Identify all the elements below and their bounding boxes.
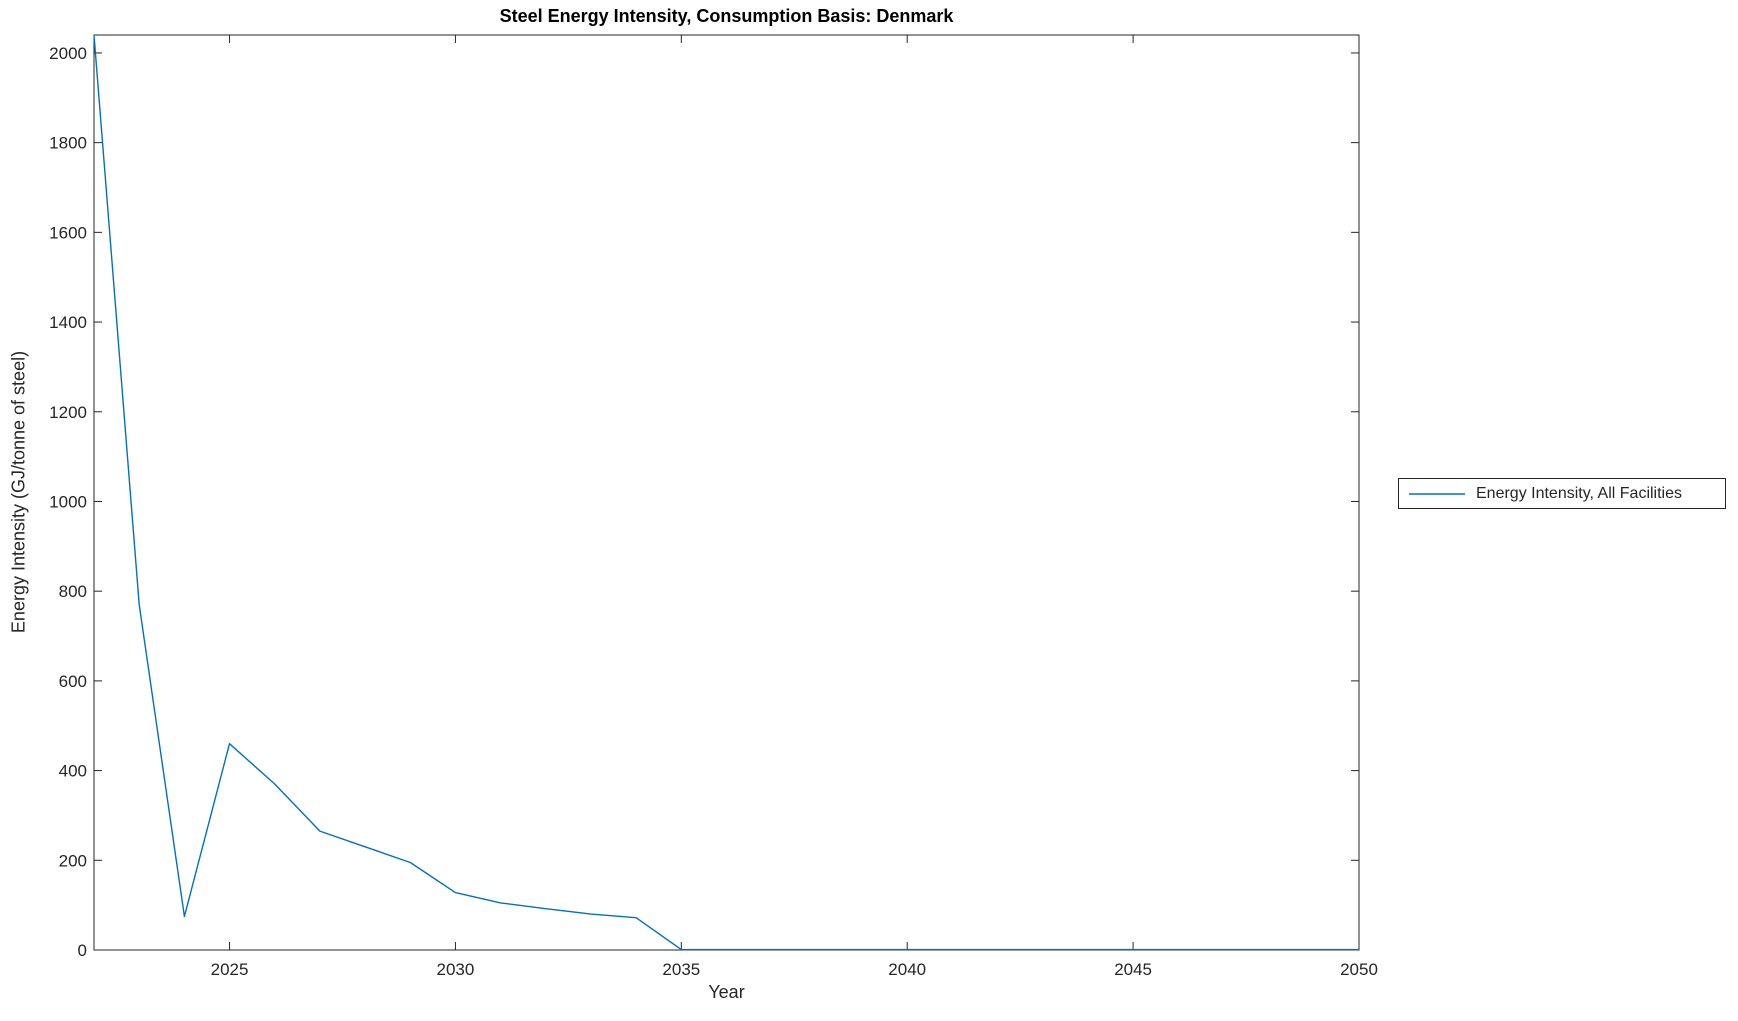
x-axis-label: Year	[708, 982, 745, 1002]
y-tick-label: 1800	[49, 134, 87, 153]
y-tick-label: 200	[59, 851, 87, 870]
y-tick-label: 2000	[49, 44, 87, 63]
x-tick-label: 2045	[1114, 960, 1152, 979]
x-tick-label: 2025	[211, 960, 249, 979]
y-tick-label: 1000	[49, 492, 87, 511]
chart-title: Steel Energy Intensity, Consumption Basi…	[499, 6, 954, 26]
x-tick-label: 2035	[662, 960, 700, 979]
y-tick-label: 800	[59, 582, 87, 601]
legend-line-sample-icon	[1409, 492, 1465, 495]
y-tick-label: 1400	[49, 313, 87, 332]
data-line	[93, 34, 1359, 951]
x-tick-label: 2030	[437, 960, 475, 979]
x-tick-label: 2040	[888, 960, 926, 979]
y-tick-label: 1200	[49, 403, 87, 422]
y-tick-label: 1600	[49, 223, 87, 242]
axes-box	[93, 34, 1360, 951]
legend-label: Energy Intensity, All Facilities	[1476, 484, 1683, 502]
y-axis-label: Energy Intensity (GJ/tonne of steel)	[8, 350, 29, 634]
x-tick-label: 2050	[1340, 960, 1378, 979]
y-tick-label: 400	[59, 762, 87, 781]
y-tick-label: 600	[59, 672, 87, 691]
legend: Energy Intensity, All Facilities	[1398, 478, 1726, 509]
y-tick-label: 0	[78, 941, 87, 960]
